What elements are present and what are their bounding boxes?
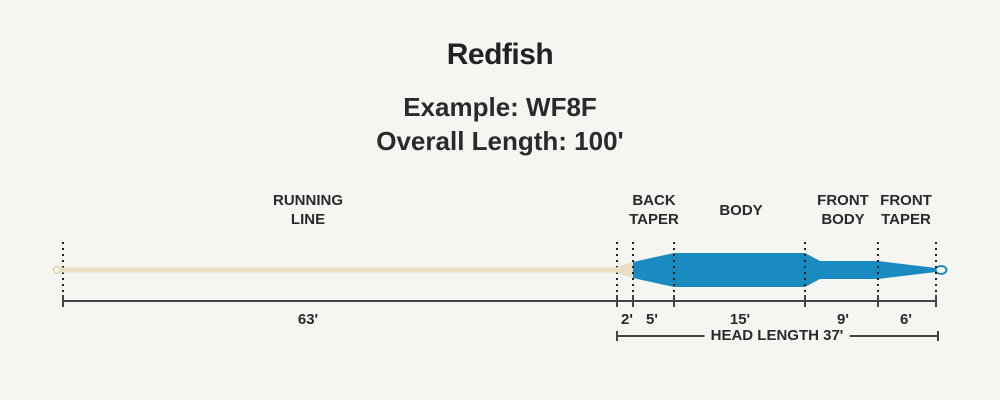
- length-transition: 2': [621, 311, 633, 328]
- overall-length: Overall Length: 100': [376, 126, 624, 156]
- diagram-title: Redfish: [446, 38, 554, 71]
- loop-icon: [934, 265, 948, 275]
- example-line: Example: WF8F: [403, 92, 597, 122]
- length-front-taper: 6': [900, 311, 912, 328]
- label-front-taper: FRONT TAPER: [880, 192, 932, 228]
- length-body: 15': [729, 311, 751, 328]
- running-line: [52, 262, 633, 278]
- length-running-line: 63': [297, 311, 319, 328]
- length-front-body: 9': [837, 311, 849, 328]
- label-body: BODY: [719, 202, 763, 219]
- length-back-taper: 5': [646, 311, 658, 328]
- line-head: [633, 253, 936, 287]
- label-running-line: RUNNING LINE: [273, 192, 343, 228]
- length-axis: [62, 295, 937, 307]
- label-back-taper: BACK TAPER: [629, 192, 679, 228]
- head-length-label: HEAD LENGTH 37': [704, 327, 850, 344]
- label-front-body: FRONT BODY: [817, 192, 869, 228]
